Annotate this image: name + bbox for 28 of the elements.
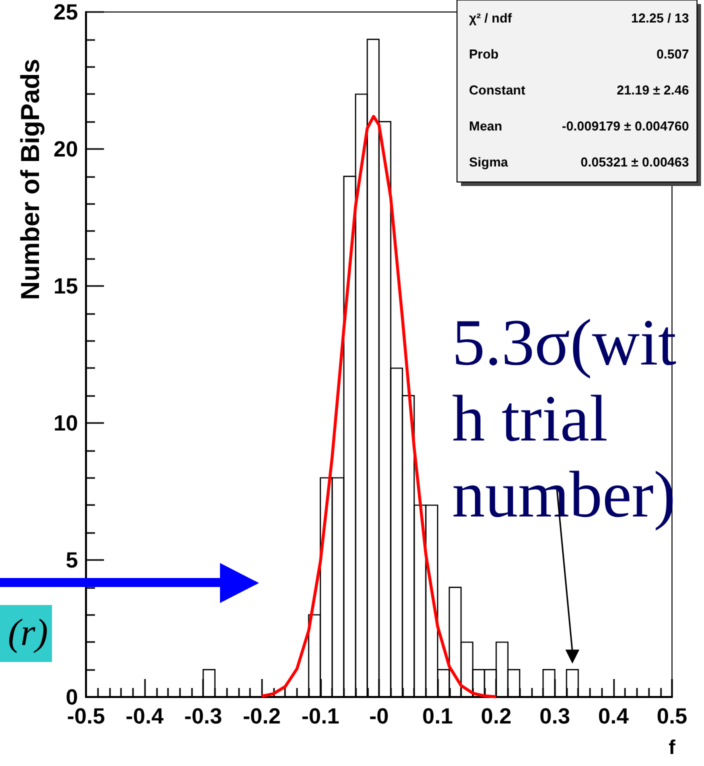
annotation: Sigma bbox=[469, 154, 509, 170]
x-tick-label: -0.3 bbox=[184, 704, 222, 728]
annotation: Prob bbox=[469, 46, 499, 62]
y-tick-label: 5 bbox=[66, 548, 78, 572]
y-tick-label: 20 bbox=[54, 136, 78, 162]
annotation: 0.507 bbox=[656, 46, 689, 62]
y-tick-label: 10 bbox=[54, 410, 78, 436]
annotation: 12.25 / 13 bbox=[631, 10, 689, 26]
x-axis-title: f bbox=[668, 737, 676, 759]
y-tick-label: 25 bbox=[54, 0, 78, 24]
x-tick-label: 0.4 bbox=[598, 704, 630, 728]
annotation: Mean bbox=[469, 118, 502, 134]
annotation: 0.05321 ± 0.00463 bbox=[580, 154, 689, 170]
x-tick-label: 0.5 bbox=[656, 704, 688, 728]
x-tick-label: 0.3 bbox=[540, 704, 570, 728]
annotation: χ² / ndf bbox=[469, 10, 513, 26]
y-axis-title: Number of BigPads bbox=[15, 58, 45, 300]
text: (r) bbox=[0, 605, 52, 662]
x-tick-label: -0.1 bbox=[301, 704, 340, 728]
x-tick-label: 0.1 bbox=[422, 704, 453, 728]
x-tick-label: 0.2 bbox=[480, 704, 512, 728]
x-tick-label: -0 bbox=[369, 704, 389, 728]
annotation: Constant bbox=[469, 82, 526, 98]
annotation: 21.19 ± 2.46 bbox=[616, 82, 689, 98]
y-tick-label: 15 bbox=[54, 274, 78, 298]
x-tick-label: -0.2 bbox=[242, 704, 281, 728]
x-tick-label: -0.4 bbox=[126, 704, 164, 728]
annotation: -0.009179 ± 0.004760 bbox=[562, 118, 689, 134]
